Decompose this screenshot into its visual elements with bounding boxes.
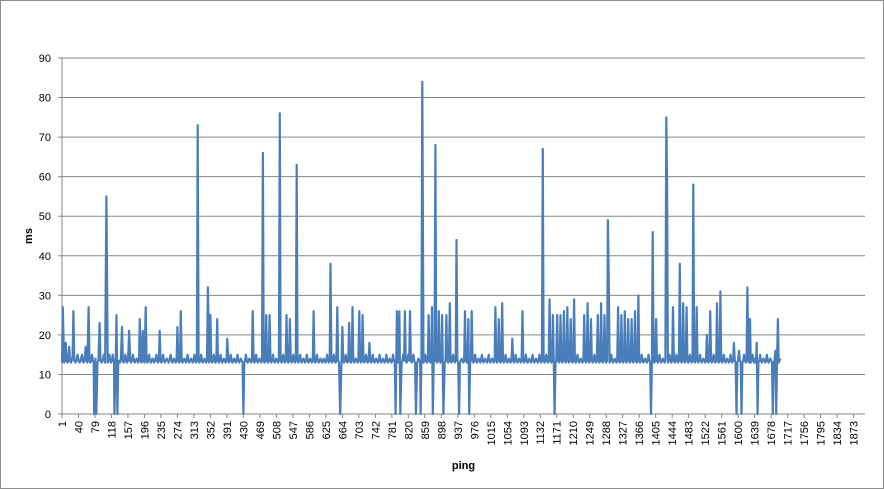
y-tick-label: 80 [39, 93, 51, 105]
y-tick-label: 10 [39, 369, 51, 381]
x-tick-label: 1015 [486, 421, 498, 445]
y-tick-label: 30 [39, 290, 51, 302]
gridlines [62, 57, 865, 375]
x-tick-label: 1873 [849, 421, 861, 445]
y-tick-label: 70 [39, 132, 51, 144]
x-axis-ticks: 1 40 79 118 157 196 235 274 313 352 391 430 469 508 54… [57, 414, 861, 445]
x-tick-label: 1795 [816, 421, 828, 445]
x-tick-label: 1561 [717, 421, 729, 445]
x-tick-label: 1249 [585, 421, 597, 445]
x-tick-label: 1093 [519, 421, 531, 445]
x-tick-label: 1444 [667, 421, 679, 445]
x-tick-label: 1366 [634, 421, 646, 445]
x-tick-label: 469 [255, 421, 267, 439]
x-tick-label: 196 [139, 421, 151, 439]
y-axis-ticks: 0 10 20 30 40 50 60 70 80 90 [39, 53, 62, 421]
x-tick-label: 781 [387, 421, 399, 439]
series-line-0 [60, 80, 782, 416]
x-tick-label: 937 [453, 421, 465, 439]
x-tick-label: 1756 [799, 421, 811, 445]
y-tick-label: 60 [39, 172, 51, 184]
x-axis-title: ping [452, 460, 475, 472]
x-tick-label: 1522 [700, 421, 712, 445]
y-tick-label: 20 [39, 330, 51, 342]
x-tick-label: 118 [106, 421, 118, 439]
plot-area [60, 80, 782, 416]
x-tick-label: 79 [90, 421, 102, 433]
x-tick-label: 1483 [684, 421, 696, 445]
x-tick-label: 820 [403, 421, 415, 439]
x-tick-label: 508 [271, 421, 283, 439]
x-tick-label: 235 [156, 421, 168, 439]
x-tick-label: 391 [222, 421, 234, 439]
x-tick-label: 547 [288, 421, 300, 439]
x-tick-label: 352 [205, 421, 217, 439]
x-tick-label: 40 [73, 421, 85, 433]
x-tick-label: 1054 [502, 421, 514, 445]
x-tick-label: 742 [370, 421, 382, 439]
x-tick-label: 898 [436, 421, 448, 439]
y-tick-label: 50 [39, 211, 51, 223]
x-tick-label: 703 [354, 421, 366, 439]
x-tick-label: 859 [420, 421, 432, 439]
x-tick-label: 625 [321, 421, 333, 439]
x-tick-label: 1639 [750, 421, 762, 445]
y-axis-title: ms [23, 228, 35, 244]
x-tick-label: 274 [172, 421, 184, 439]
y-tick-label: 40 [39, 251, 51, 263]
x-tick-label: 586 [304, 421, 316, 439]
x-tick-label: 976 [469, 421, 481, 439]
x-tick-label: 313 [189, 421, 201, 439]
x-tick-label: 1288 [601, 421, 613, 445]
x-tick-label: 664 [337, 421, 349, 439]
x-tick-label: 1171 [552, 421, 564, 445]
x-tick-label: 1834 [832, 421, 844, 445]
x-tick-label: 1132 [535, 421, 547, 445]
x-tick-label: 1405 [651, 421, 663, 445]
x-tick-label: 157 [123, 421, 135, 439]
x-tick-label: 1678 [766, 421, 778, 445]
y-tick-label: 90 [39, 53, 51, 65]
x-tick-label: 1717 [783, 421, 795, 445]
x-tick-label: 1 [57, 421, 69, 427]
x-tick-label: 1210 [568, 421, 580, 445]
x-tick-label: 1600 [733, 421, 745, 445]
x-tick-label: 1327 [618, 421, 630, 445]
y-tick-label: 0 [45, 409, 51, 421]
x-tick-label: 430 [238, 421, 250, 439]
